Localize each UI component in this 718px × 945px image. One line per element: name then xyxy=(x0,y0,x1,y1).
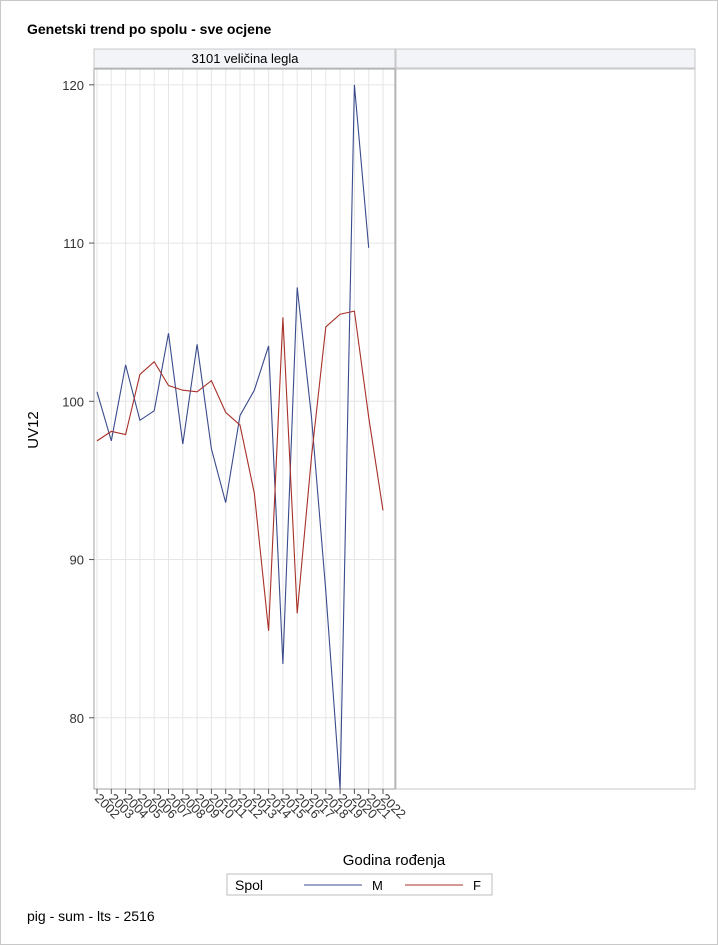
y-tick-label: 90 xyxy=(70,553,84,568)
panel-header-2-bg xyxy=(395,48,696,69)
series-lines xyxy=(96,84,384,790)
gridlines xyxy=(94,69,395,789)
panel-header-1: 3101 veličina legla xyxy=(192,51,300,66)
y-tick-label: 110 xyxy=(63,236,84,251)
panel-header-1-bg xyxy=(93,48,396,69)
footer-note: pig - sum - lts - 2516 xyxy=(27,908,155,924)
y-axis: 80 90 100 110 120 xyxy=(62,78,94,726)
chart-title: Genetski trend po spolu - sve ocjene xyxy=(27,21,272,37)
legend: Spol M F xyxy=(226,873,493,896)
legend-label-m: M xyxy=(372,878,383,893)
series-line-m xyxy=(96,84,370,790)
panel-2-frame xyxy=(395,68,696,790)
x-axis-label: Godina rođenja xyxy=(343,852,446,869)
legend-title: Spol xyxy=(235,877,263,893)
y-tick-label: 120 xyxy=(62,78,84,93)
x-axis: 2002200320042005200620072008200920102011… xyxy=(92,789,409,822)
y-axis-label: UV12 xyxy=(25,411,42,449)
legend-label-f: F xyxy=(473,878,481,893)
y-tick-label: 80 xyxy=(70,711,84,726)
y-tick-label: 100 xyxy=(62,394,84,409)
panel-1-frame xyxy=(93,68,396,790)
series-line-f xyxy=(96,310,384,631)
